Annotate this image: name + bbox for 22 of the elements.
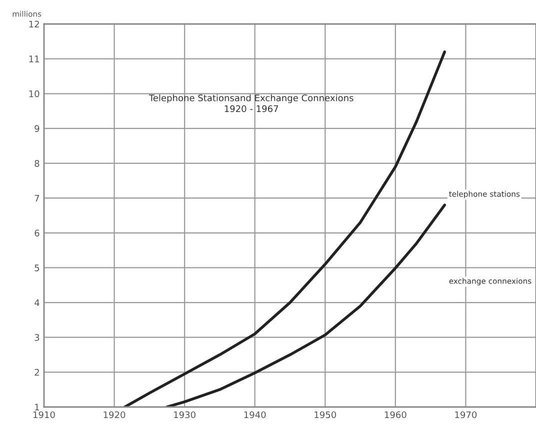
y-tick-label: 3 <box>34 334 40 341</box>
x-tick-label: 1950 <box>314 411 336 418</box>
y-tick-label: 7 <box>34 194 40 202</box>
x-tick-label: 1970 <box>455 411 477 418</box>
x-tick-label: 1910 <box>34 411 55 418</box>
line-series <box>166 204 446 407</box>
y-tick-label: 1 <box>35 404 39 410</box>
y-tick-label: 5 <box>34 264 40 272</box>
y-tick-label: 4 <box>34 299 40 306</box>
x-tick-label: 1920 <box>104 411 126 418</box>
y-tick-label: 10 <box>29 90 40 98</box>
text: Telephone Stationsand Exchange Connexions 1920 - 1967 <box>148 94 354 112</box>
line-series <box>123 50 446 407</box>
y-tick-label: 11 <box>29 56 39 62</box>
y-tick-label: 12 <box>29 20 39 28</box>
y-tick-label: 9 <box>34 125 40 132</box>
y-tick-label: 8 <box>34 160 40 167</box>
x-tick-label: 1940 <box>244 411 266 418</box>
x-tick-label: 1930 <box>174 411 196 418</box>
x-tick-label: 1960 <box>384 411 406 418</box>
y-tick-label: 6 <box>34 230 40 236</box>
y-tick-label: 2 <box>34 368 39 376</box>
